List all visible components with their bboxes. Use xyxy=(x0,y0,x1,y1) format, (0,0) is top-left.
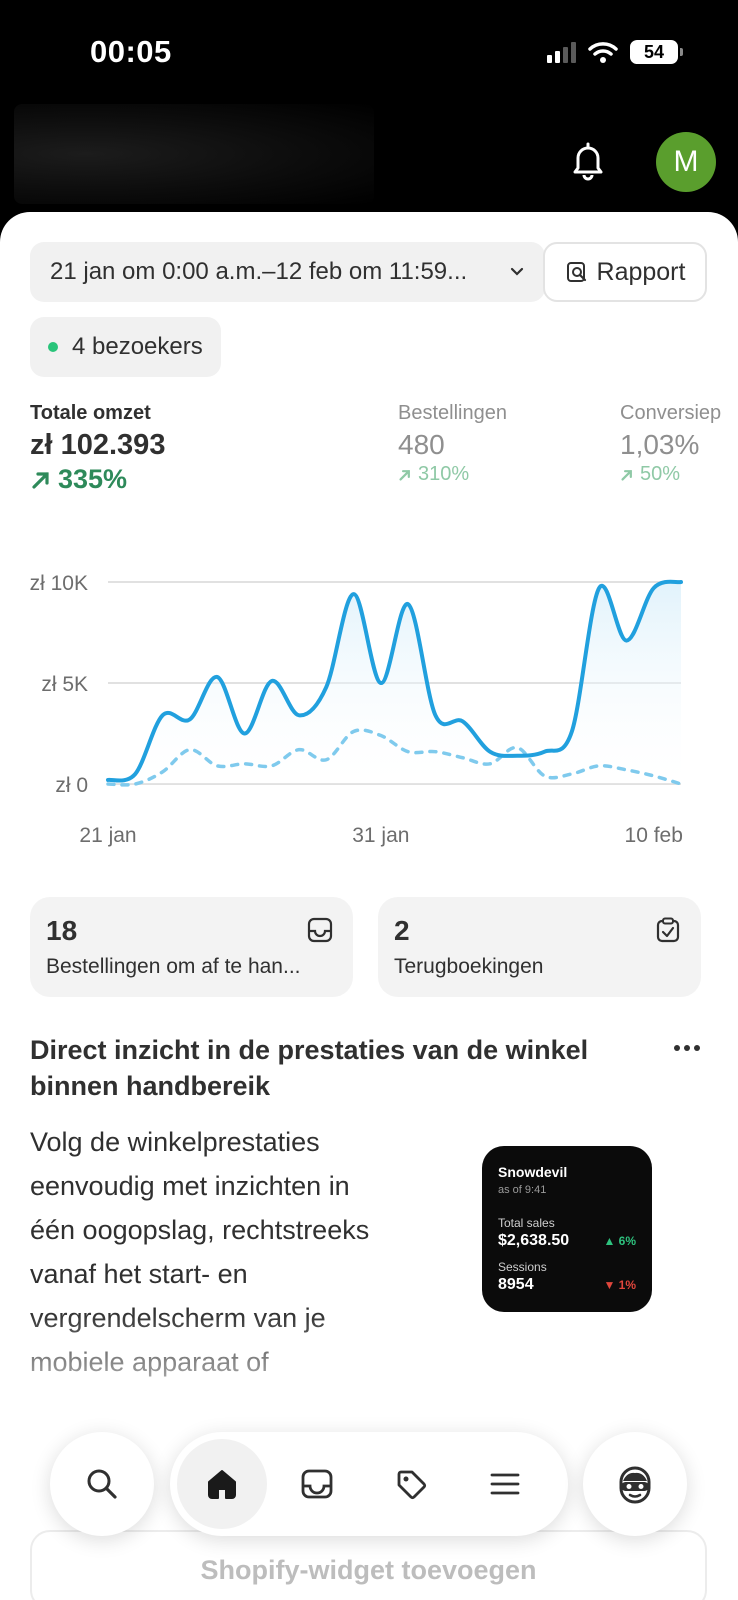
x-tick-label: 10 feb xyxy=(625,824,683,847)
widget-sales-value: $2,638.50 xyxy=(498,1232,570,1249)
date-range-text: 21 jan om 0:00 a.m.–12 feb om 11:59... xyxy=(50,258,468,285)
live-visitors-badge[interactable]: 4 bezoekers xyxy=(30,317,221,377)
metric-change-value: 50% xyxy=(640,463,681,485)
y-tick-label: zł 0 xyxy=(55,774,88,797)
card-label: Bestellingen om af te han... xyxy=(46,955,301,978)
series-line-comparison xyxy=(106,728,683,787)
add-widget-button[interactable]: Shopify-widget toevoegen xyxy=(30,1530,707,1600)
sidekick-icon xyxy=(619,1466,651,1504)
widget-sessions-label: Sessions xyxy=(498,1260,547,1274)
app-header: M xyxy=(0,100,738,212)
sales-chart[interactable]: zł 0 zł 5K zł 10K 21 jan 31 jan 10 feb xyxy=(0,552,738,852)
y-tick-label: zł 10K xyxy=(30,572,88,595)
card-label: Terugboekingen xyxy=(394,955,544,978)
widget-sessions-change-value: 1% xyxy=(618,1278,636,1292)
report-search-icon xyxy=(566,262,586,282)
series-line-current xyxy=(106,579,683,783)
metric-value: 1,03% xyxy=(620,429,700,460)
status-time: 00:05 xyxy=(90,34,172,69)
nav-orders[interactable] xyxy=(272,1439,362,1529)
arrow-up-right-icon xyxy=(621,469,632,481)
widget-sales-change: ▲ 6% xyxy=(603,1234,636,1248)
widget-sales-change-value: 6% xyxy=(618,1234,636,1248)
metric-conversion[interactable]: Conversiep 1,03% 50% xyxy=(620,402,721,486)
widget-sales-label: Total sales xyxy=(498,1216,555,1230)
inbox-icon xyxy=(307,917,333,943)
tag-icon xyxy=(397,1470,427,1500)
report-button[interactable]: Rapport xyxy=(543,242,707,302)
metric-change-value: 335% xyxy=(58,464,128,494)
arrow-up-right-icon xyxy=(399,469,410,481)
metric-change: 310% xyxy=(398,463,507,486)
x-tick-label: 31 jan xyxy=(352,824,409,847)
signal-icon xyxy=(547,41,576,63)
widget-sales-row: $2,638.50 ▲ 6% xyxy=(498,1232,636,1250)
metric-label: Conversiep xyxy=(620,402,722,424)
clipboard-check-icon xyxy=(656,917,680,943)
status-icons: 54 xyxy=(547,40,683,64)
visitors-label: 4 bezoekers xyxy=(72,333,203,360)
battery-icon: 54 xyxy=(630,40,683,64)
widget-sessions-value: 8954 xyxy=(498,1276,534,1293)
promo-title: Direct inzicht in de prestaties van de w… xyxy=(30,1035,589,1101)
avatar[interactable]: M xyxy=(656,132,716,192)
date-range-selector[interactable]: 21 jan om 0:00 a.m.–12 feb om 11:59... xyxy=(30,242,545,302)
x-tick-label: 21 jan xyxy=(79,824,136,847)
nav-search-button[interactable] xyxy=(50,1432,154,1536)
widget-sessions-row: 8954 ▼ 1% xyxy=(498,1276,636,1294)
series-area-fill xyxy=(108,581,681,784)
home-icon xyxy=(208,1470,236,1499)
report-label: Rapport xyxy=(596,257,686,286)
menu-icon xyxy=(490,1473,520,1495)
nav-menu[interactable] xyxy=(460,1439,550,1529)
arrow-up-right-icon xyxy=(32,471,49,489)
metric-value: zł 102.393 xyxy=(30,429,166,461)
chargebacks-card[interactable]: 2 Terugboekingen xyxy=(378,897,701,997)
nav-sidekick-button[interactable] xyxy=(583,1432,687,1536)
metric-value: 480 xyxy=(398,429,445,460)
chevron-down-icon xyxy=(510,267,524,276)
orders-to-fulfill-card[interactable]: 18 Bestellingen om af te han... xyxy=(30,897,353,997)
widget-store-name: Snowdevil xyxy=(498,1164,568,1180)
metric-orders[interactable]: Bestellingen 480 310% xyxy=(398,402,507,486)
bell-icon[interactable] xyxy=(568,138,608,182)
metric-change: 335% xyxy=(30,464,165,495)
metric-change-value: 310% xyxy=(418,463,470,485)
live-dot-icon xyxy=(48,342,58,352)
bottom-nav-bar xyxy=(170,1432,568,1536)
nav-products[interactable] xyxy=(366,1439,456,1529)
nav-home[interactable] xyxy=(177,1439,267,1529)
store-logo[interactable] xyxy=(14,104,374,204)
card-count: 18 xyxy=(46,915,78,946)
widget-preview: Snowdevil as of 9:41 Total sales $2,638.… xyxy=(482,1146,652,1312)
metric-total-sales[interactable]: Totale omzet zł 102.393 335% xyxy=(30,402,165,495)
status-bar: 00:05 54 xyxy=(0,0,738,100)
search-icon xyxy=(87,1469,117,1499)
metric-label: Totale omzet xyxy=(30,402,151,424)
wifi-icon xyxy=(588,42,618,63)
inbox-icon xyxy=(301,1469,333,1499)
card-count: 2 xyxy=(394,915,410,946)
more-options-button[interactable] xyxy=(670,1038,704,1058)
dashboard-sheet: 21 jan om 0:00 a.m.–12 feb om 11:59... R… xyxy=(0,212,738,1600)
widget-time: as of 9:41 xyxy=(498,1184,547,1196)
widget-sessions-change: ▼ 1% xyxy=(603,1278,636,1292)
metric-label: Bestellingen xyxy=(398,402,507,424)
y-tick-label: zł 5K xyxy=(41,673,88,696)
metric-change: 50% xyxy=(620,463,721,486)
